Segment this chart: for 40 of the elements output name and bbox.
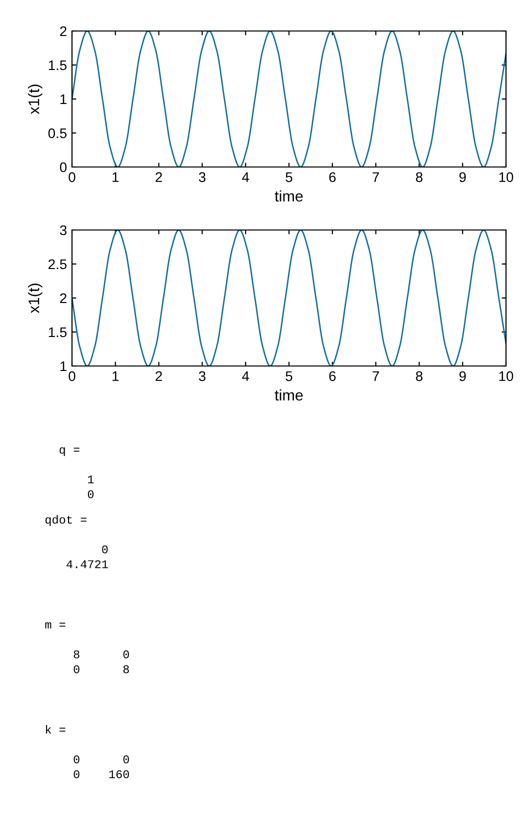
x-tick-label: 5 (286, 172, 292, 182)
x-tick-label: 10 (499, 371, 514, 382)
y-tick-label: 1 (60, 94, 66, 104)
y-tick-label: 2 (60, 293, 66, 304)
x-tick-label: 8 (416, 172, 422, 182)
x-tick-label: 4 (242, 371, 250, 381)
text: q = 1 0 (60, 447, 94, 498)
x-tick-label: 7 (372, 172, 379, 182)
x-tick-label: 6 (329, 371, 336, 382)
x-tick-label: 9 (459, 371, 466, 382)
y-tick-label: 3 (60, 225, 67, 236)
x-tick-label: 1 (112, 371, 119, 381)
x-tick-label: 3 (198, 172, 206, 182)
text: k = 0 0 0 160 (46, 725, 129, 778)
y-tick-label: 1.5 (48, 327, 67, 338)
y-tick-label: 2 (60, 26, 66, 36)
x-tick-label: 10 (499, 172, 514, 182)
y-tick-label: 1 (60, 361, 66, 372)
x-tick-label: 1 (112, 172, 119, 182)
y-tick-label: 2.5 (48, 259, 67, 270)
y-tick-label: 0 (60, 162, 67, 172)
x-tick-label: 7 (372, 371, 379, 381)
y-tick-label: 1.5 (48, 60, 67, 70)
x-tick-label: 8 (416, 371, 422, 382)
y-tick-label: 0.5 (48, 128, 67, 138)
x-tick-label: 3 (198, 371, 206, 382)
x-axis-title: time (274, 190, 303, 202)
text: m = 8 0 0 8 (45, 622, 129, 674)
x-tick-label: 5 (286, 371, 292, 382)
x-tick-label: 2 (156, 172, 162, 182)
x-tick-label: 2 (156, 371, 162, 381)
x-tick-label: 0 (68, 371, 76, 382)
x-tick-label: 6 (329, 172, 336, 182)
x-tick-label: 4 (242, 172, 250, 182)
x-tick-label: 0 (68, 172, 76, 182)
y-axis-title: x1(t) (28, 284, 42, 314)
text: qdot = 0 4.4721 (45, 515, 108, 568)
x-tick-label: 9 (459, 172, 466, 182)
x-axis-title: time (274, 389, 303, 401)
y-axis-title: x1(t) (28, 84, 42, 114)
